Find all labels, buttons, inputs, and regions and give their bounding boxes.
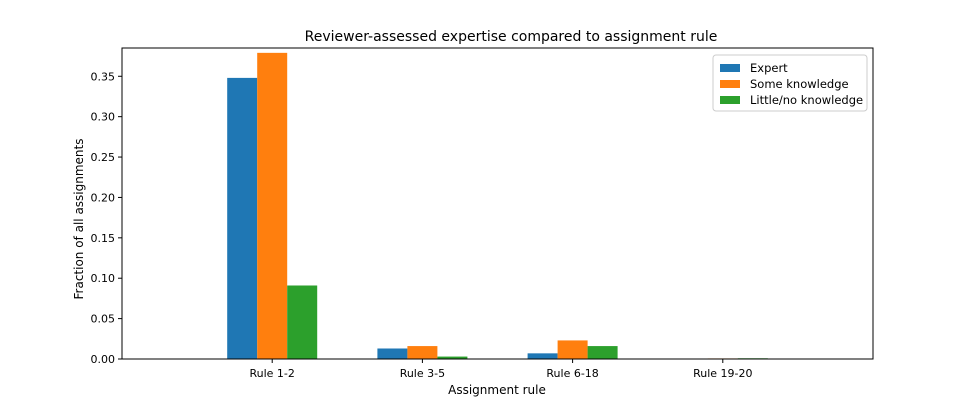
legend-swatch: [720, 64, 740, 72]
y-tick-label: 0.25: [91, 151, 116, 164]
bar-little-no-knowledge-rule-6-18: [587, 346, 618, 359]
chart-title: Reviewer-assessed expertise compared to …: [305, 29, 718, 45]
y-tick-label: 0.20: [91, 191, 116, 204]
legend-label: Expert: [750, 61, 788, 75]
legend-swatch: [720, 96, 740, 104]
bar-little-no-knowledge-rule-3-5: [437, 356, 468, 359]
y-tick-label: 0.05: [91, 313, 116, 326]
bar-some-knowledge-rule-6-18: [557, 340, 588, 359]
legend-box: [712, 54, 868, 112]
y-tick-label: 0.30: [91, 111, 116, 124]
legend-label: Some knowledge: [750, 77, 849, 91]
bar-expert-rule-1-2: [227, 77, 258, 360]
plot-area: 0.00 0.05 0.10 0.15 0.20 0.25 0.30 0.35 Rule 1-2…: [91, 47, 874, 380]
y-tick-label: 0.00: [91, 353, 116, 366]
bar-little-no-knowledge-rule-1-2: [287, 285, 318, 359]
y-tick-label: 0.15: [91, 232, 116, 245]
legend-label: Little/no knowledge: [750, 93, 863, 107]
x-axis-label: Assignment rule: [448, 383, 546, 397]
x-tick-label: Rule 3-5: [400, 367, 445, 380]
legend-swatch: [720, 80, 740, 88]
bar-some-knowledge-rule-3-5: [407, 346, 438, 359]
bar-expert-rule-6-18: [527, 353, 558, 359]
y-tick-label: 0.35: [91, 70, 116, 83]
bar-expert-rule-3-5: [377, 348, 408, 359]
bar-some-knowledge-rule-1-2: [257, 52, 288, 360]
y-axis-label: Fraction of all assignments: [72, 139, 86, 300]
axes-frame: [121, 47, 874, 360]
x-tick-label: Rule 1-2: [249, 367, 294, 380]
x-tick-label: Rule 19-20: [693, 367, 752, 380]
y-tick-label: 0.10: [91, 272, 116, 285]
x-tick-label: Rule 6-18: [546, 367, 598, 380]
